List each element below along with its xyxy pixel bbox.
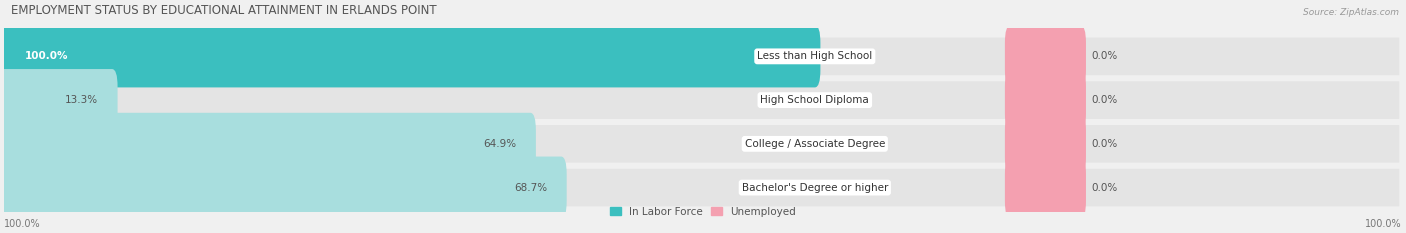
FancyBboxPatch shape — [0, 69, 118, 131]
Text: EMPLOYMENT STATUS BY EDUCATIONAL ATTAINMENT IN ERLANDS POINT: EMPLOYMENT STATUS BY EDUCATIONAL ATTAINM… — [11, 4, 437, 17]
Text: 100.0%: 100.0% — [1365, 219, 1402, 229]
Text: 0.0%: 0.0% — [1091, 51, 1118, 61]
Text: 100.0%: 100.0% — [25, 51, 69, 61]
Text: High School Diploma: High School Diploma — [761, 95, 869, 105]
FancyBboxPatch shape — [0, 157, 567, 219]
Legend: In Labor Force, Unemployed: In Labor Force, Unemployed — [606, 203, 800, 221]
FancyBboxPatch shape — [0, 25, 821, 87]
FancyBboxPatch shape — [7, 125, 1399, 163]
FancyBboxPatch shape — [7, 169, 1399, 206]
FancyBboxPatch shape — [1005, 113, 1085, 175]
Text: 100.0%: 100.0% — [4, 219, 41, 229]
Text: College / Associate Degree: College / Associate Degree — [745, 139, 884, 149]
Text: 68.7%: 68.7% — [515, 183, 547, 193]
FancyBboxPatch shape — [0, 113, 536, 175]
Text: 0.0%: 0.0% — [1091, 183, 1118, 193]
Text: 0.0%: 0.0% — [1091, 95, 1118, 105]
FancyBboxPatch shape — [7, 38, 1399, 75]
FancyBboxPatch shape — [1005, 25, 1085, 87]
Text: Bachelor's Degree or higher: Bachelor's Degree or higher — [741, 183, 889, 193]
FancyBboxPatch shape — [7, 81, 1399, 119]
FancyBboxPatch shape — [1005, 69, 1085, 131]
Text: Source: ZipAtlas.com: Source: ZipAtlas.com — [1303, 8, 1399, 17]
Text: 0.0%: 0.0% — [1091, 139, 1118, 149]
Text: Less than High School: Less than High School — [758, 51, 873, 61]
FancyBboxPatch shape — [1005, 157, 1085, 219]
Text: 64.9%: 64.9% — [484, 139, 516, 149]
Text: 13.3%: 13.3% — [65, 95, 98, 105]
